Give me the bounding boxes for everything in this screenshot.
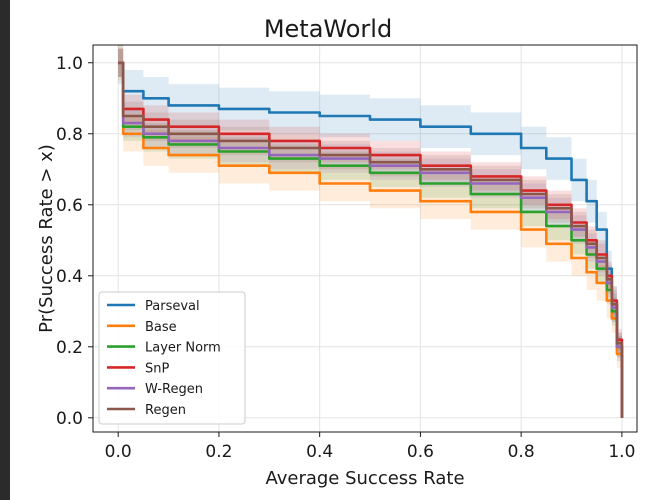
y-tick-label: 1.0 <box>56 54 83 74</box>
series-line-w-regen <box>118 61 624 418</box>
series-group <box>118 45 624 418</box>
y-axis-label: Pr(Success Rate > x) <box>36 144 57 333</box>
x-tick-label: 0.4 <box>306 442 333 462</box>
legend-label: Regen <box>145 403 186 418</box>
y-tick-label: 0.8 <box>56 125 83 145</box>
x-axis-label: Average Success Rate <box>265 468 464 489</box>
figure: MetaWorld 0.0 0.2 0.4 0.6 0.8 1.0 0.0 0.2 0.4 0.6… <box>10 0 646 500</box>
series-line-layer-norm <box>118 61 624 418</box>
y-tick-label: 0.0 <box>56 409 83 429</box>
chart: 0.0 0.2 0.4 0.6 0.8 1.0 0.0 0.2 0.4 0.6 0.8 1.0 Aver… <box>36 44 638 489</box>
legend-label: W-Regen <box>145 382 203 397</box>
legend-label: Base <box>145 320 177 335</box>
x-tick-label: 0.0 <box>105 442 132 462</box>
y-tick-label: 0.2 <box>56 338 83 358</box>
plot-frame <box>92 44 638 433</box>
band-parseval <box>118 45 622 418</box>
y-tick-label: 0.6 <box>56 196 83 216</box>
x-tick-label: 0.6 <box>407 442 434 462</box>
x-tick-label: 0.2 <box>205 442 232 462</box>
series-line-regen <box>118 61 624 418</box>
legend-label: SnP <box>145 361 169 376</box>
band-base <box>118 45 622 418</box>
series-line-base <box>118 61 624 418</box>
y-tick-label: 0.4 <box>56 267 83 287</box>
x-tick-label: 1.0 <box>608 442 635 462</box>
chart-title: MetaWorld <box>263 15 393 43</box>
x-tick-label: 0.8 <box>508 442 535 462</box>
legend-label: Layer Norm <box>145 341 221 356</box>
legend-box <box>98 291 246 425</box>
legend-label: Parseval <box>145 299 200 314</box>
